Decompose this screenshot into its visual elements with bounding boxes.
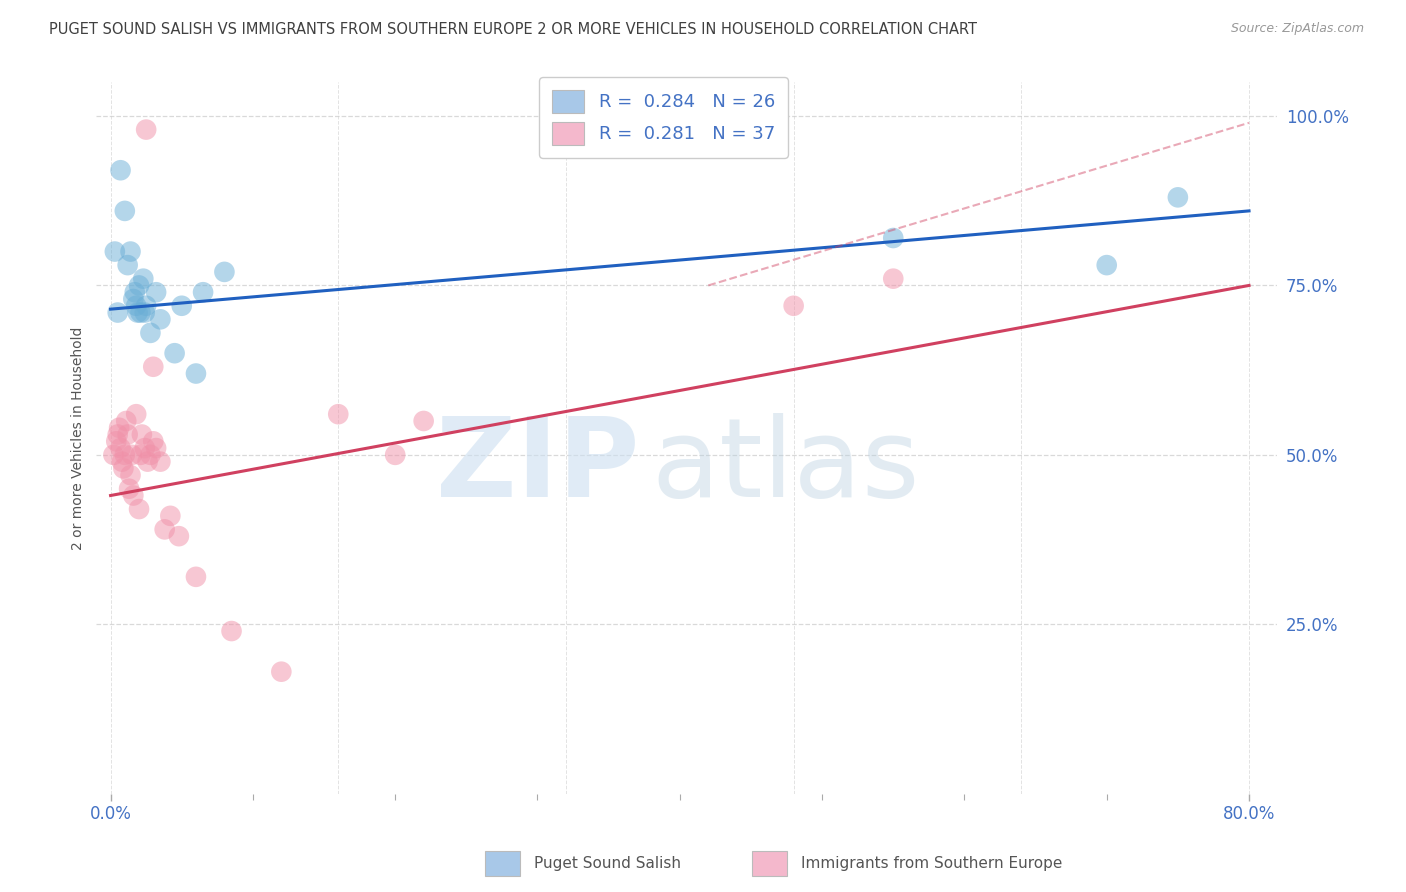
Point — [128, 502, 150, 516]
Point — [117, 258, 139, 272]
Point — [107, 427, 129, 442]
Point — [134, 305, 156, 319]
Point — [111, 455, 134, 469]
Text: atlas: atlas — [651, 413, 920, 520]
Point — [122, 489, 145, 503]
Point — [114, 203, 136, 218]
Text: ZIP: ZIP — [436, 413, 640, 520]
Point — [153, 522, 176, 536]
Legend: R =  0.284   N = 26, R =  0.281   N = 37: R = 0.284 N = 26, R = 0.281 N = 37 — [538, 77, 787, 158]
Point — [103, 448, 125, 462]
Point — [139, 326, 162, 340]
Point — [129, 448, 152, 462]
Text: Immigrants from Southern Europe: Immigrants from Southern Europe — [801, 856, 1063, 871]
Point — [128, 278, 150, 293]
Point — [184, 367, 207, 381]
Point — [108, 421, 131, 435]
Point — [136, 455, 159, 469]
Point — [170, 299, 193, 313]
Point — [122, 292, 145, 306]
Text: Puget Sound Salish: Puget Sound Salish — [534, 856, 682, 871]
Point — [135, 299, 157, 313]
Point — [145, 441, 167, 455]
Point — [1167, 190, 1189, 204]
Point — [882, 231, 904, 245]
Point — [142, 359, 165, 374]
Point — [132, 271, 155, 285]
Point — [104, 244, 127, 259]
Point — [142, 434, 165, 449]
Point — [145, 285, 167, 300]
Point — [105, 434, 128, 449]
Point — [214, 265, 236, 279]
Point — [124, 285, 146, 300]
Text: PUGET SOUND SALISH VS IMMIGRANTS FROM SOUTHERN EUROPE 2 OR MORE VEHICLES IN HOUS: PUGET SOUND SALISH VS IMMIGRANTS FROM SO… — [49, 22, 977, 37]
Point — [159, 508, 181, 523]
Point — [1095, 258, 1118, 272]
Point — [135, 122, 157, 136]
Point — [149, 455, 172, 469]
Text: Source: ZipAtlas.com: Source: ZipAtlas.com — [1230, 22, 1364, 36]
Point — [270, 665, 292, 679]
Point — [118, 482, 141, 496]
Point — [149, 312, 172, 326]
Point — [107, 305, 129, 319]
Point — [167, 529, 190, 543]
Point — [882, 271, 904, 285]
Point — [125, 299, 148, 313]
Y-axis label: 2 or more Vehicles in Household: 2 or more Vehicles in Household — [72, 326, 86, 549]
Point — [221, 624, 243, 638]
Point — [110, 163, 132, 178]
Point — [384, 448, 406, 462]
Point — [782, 299, 804, 313]
Point — [129, 305, 152, 319]
Point — [191, 285, 214, 300]
Point — [184, 570, 207, 584]
Point — [120, 468, 142, 483]
Point — [163, 346, 186, 360]
Point — [112, 461, 135, 475]
Point — [114, 448, 136, 462]
Point — [117, 427, 139, 442]
Point — [120, 244, 142, 259]
Point — [115, 414, 138, 428]
Point — [412, 414, 434, 428]
Point — [125, 407, 148, 421]
Point — [328, 407, 350, 421]
Point — [139, 448, 162, 462]
Point — [127, 305, 149, 319]
Point — [121, 448, 143, 462]
Point — [134, 441, 156, 455]
Point — [131, 427, 153, 442]
Point — [110, 441, 132, 455]
